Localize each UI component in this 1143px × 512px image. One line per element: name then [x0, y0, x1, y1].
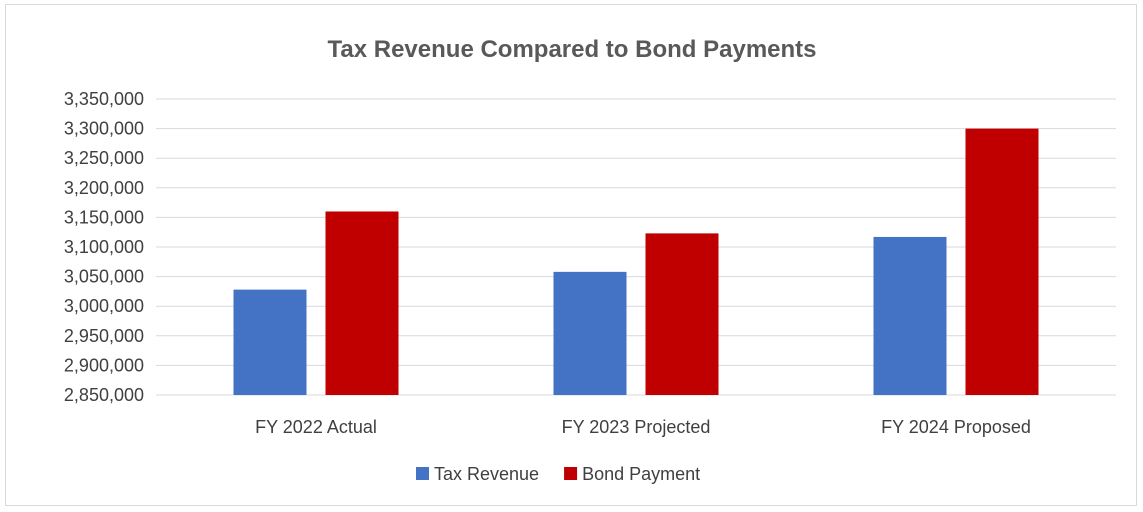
y-tick-label: 3,050,000: [64, 267, 144, 287]
chart-title: Tax Revenue Compared to Bond Payments: [328, 36, 817, 63]
x-category-label: FY 2024 Proposed: [881, 417, 1031, 437]
bar-bond-payment: [325, 211, 399, 395]
bar-bond-payment: [645, 233, 719, 395]
y-tick-label: 3,250,000: [64, 148, 144, 168]
chart-svg: Tax Revenue Compared to Bond Payments 2,…: [64, 36, 1116, 484]
y-tick-label: 3,300,000: [64, 119, 144, 139]
y-tick-label: 3,100,000: [64, 237, 144, 257]
legend-swatch-tax-revenue: [416, 467, 429, 480]
y-tick-label: 2,900,000: [64, 355, 144, 375]
bars: [233, 128, 1039, 395]
bar-tax-revenue: [873, 236, 947, 395]
bar-tax-revenue: [553, 271, 627, 395]
x-category-label: FY 2023 Projected: [562, 417, 711, 437]
legend-label: Tax Revenue: [434, 464, 539, 484]
gridlines: [156, 98, 1116, 396]
y-tick-label: 3,350,000: [64, 89, 144, 109]
x-category-label: FY 2022 Actual: [255, 417, 377, 437]
y-tick-label: 3,150,000: [64, 207, 144, 227]
y-tick-label: 2,850,000: [64, 385, 144, 405]
chart-frame: Tax Revenue Compared to Bond Payments 2,…: [5, 4, 1137, 506]
y-axis-tick-labels: 2,850,000 2,900,000 2,950,000 3,000,000 3,05…: [64, 89, 144, 405]
y-tick-label: 3,000,000: [64, 296, 144, 316]
y-tick-label: 3,200,000: [64, 178, 144, 198]
legend-label: Bond Payment: [582, 464, 700, 484]
bar-tax-revenue: [233, 289, 307, 395]
x-axis-category-labels: FY 2022 Actual FY 2023 Projected FY 2024 P…: [255, 417, 1031, 437]
bar-bond-payment: [965, 128, 1039, 395]
legend: Tax Revenue Bond Payment: [416, 464, 700, 484]
legend-swatch-bond-payment: [564, 467, 578, 480]
y-tick-label: 2,950,000: [64, 326, 144, 346]
